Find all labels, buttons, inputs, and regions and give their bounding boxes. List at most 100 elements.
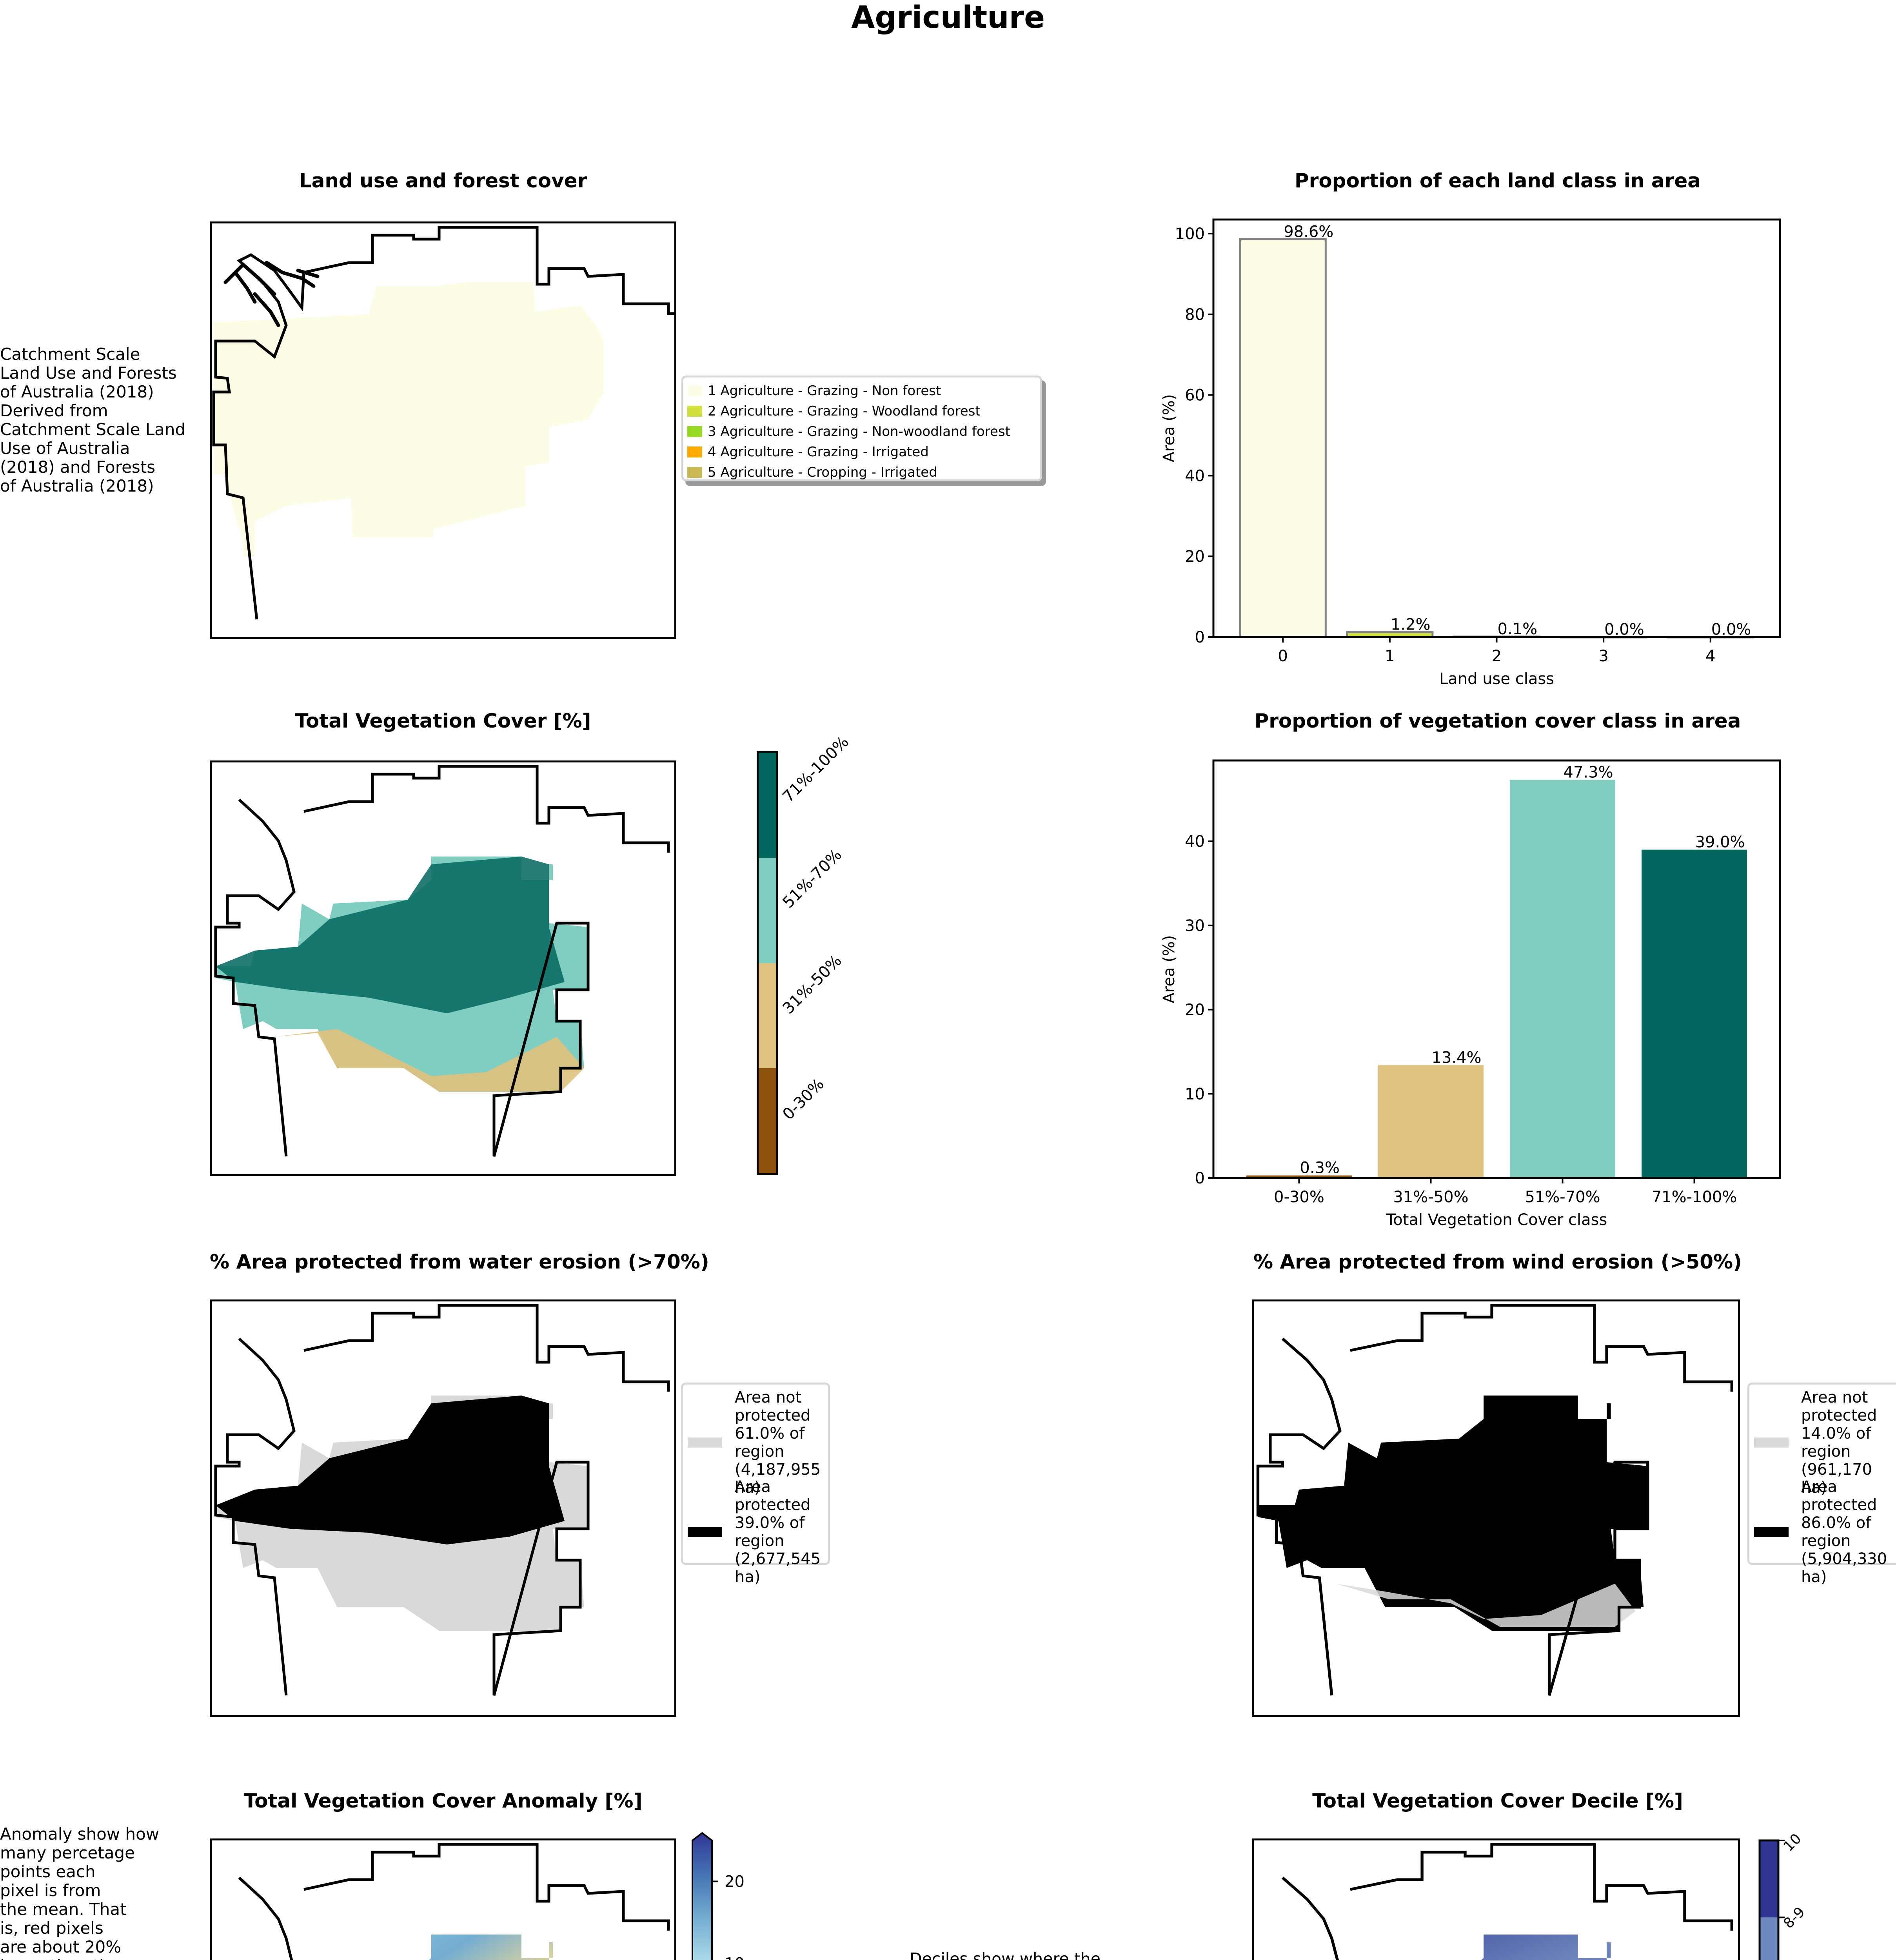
- data-label: 39.0%: [1695, 833, 1745, 851]
- water-erosion-map: [210, 1299, 676, 1717]
- data-label: 0.0%: [1711, 621, 1751, 639]
- anomaly-map: [210, 1838, 676, 1960]
- y-tick-label: 80: [1185, 306, 1205, 324]
- land-use-region-fill: [214, 282, 604, 557]
- anomaly-region-fill: [429, 1935, 553, 1960]
- x-tick-label: 51%-70%: [1525, 1188, 1600, 1206]
- veg-cover-map-canvas: [214, 765, 670, 1157]
- x-tick-label: 31%-50%: [1393, 1188, 1468, 1206]
- protected-fill: [216, 1396, 565, 1544]
- data-label: 0.0%: [1604, 621, 1644, 639]
- legend-label: 3 Agriculture - Grazing - Non-woodland f…: [708, 424, 1011, 439]
- legend-swatch: [688, 1527, 722, 1537]
- decile-map: [1252, 1838, 1740, 1960]
- y-tick-label: 20: [1185, 1001, 1205, 1019]
- data-label: 98.6%: [1284, 223, 1333, 241]
- land-use-map: [210, 221, 706, 639]
- water-erosion-map-title: % Area protected from water erosion (>70…: [210, 1250, 709, 1273]
- veg-cover-map-title: Total Vegetation Cover [%]: [295, 710, 591, 732]
- bar: [1239, 238, 1327, 638]
- veg-cover-map: [210, 760, 676, 1176]
- legend-swatch: [687, 446, 702, 457]
- y-axis-label: Area (%): [1160, 935, 1178, 1004]
- wind-erosion-legend: Area not protected 14.0% of region (961,…: [1747, 1383, 1896, 1586]
- data-label: 0.1%: [1498, 620, 1538, 638]
- bar: [1642, 849, 1747, 1178]
- catchment-boundary: [1256, 1304, 1733, 1696]
- catchment-boundary: [214, 765, 670, 1157]
- colorbar-label: 0-30%: [779, 1075, 828, 1123]
- colorbar-label: 51%-70%: [779, 846, 845, 912]
- legend-item: Area protected 86.0% of region (5,904,33…: [1754, 1478, 1887, 1586]
- coastline: [223, 261, 320, 327]
- colorbar-segment: [759, 753, 776, 858]
- x-tick-label: 2: [1492, 647, 1502, 665]
- legend-label: 4 Agriculture - Grazing - Irrigated: [708, 444, 929, 460]
- catchment-boundary: [238, 1843, 670, 1960]
- data-label: 0.3%: [1300, 1159, 1340, 1177]
- legend-item: 5 Agriculture - Cropping - Irrigated: [687, 465, 937, 480]
- catchment-boundary: [1281, 1843, 1733, 1960]
- veg-sparse-fill: [274, 1029, 584, 1092]
- land-use-side-note: Catchment Scale Land Use and Forests of …: [0, 345, 186, 495]
- colorbar-label: 71%-100%: [779, 733, 852, 806]
- x-tick-label: 0: [1278, 647, 1288, 665]
- y-tick-label: 0: [1195, 628, 1205, 646]
- legend-item: Area not protected 61.0% of region (4,18…: [688, 1388, 821, 1497]
- land-use-legend: 1 Agriculture - Grazing - Non forest 2 A…: [681, 376, 1042, 481]
- x-axis-label: Total Vegetation Cover class: [1386, 1211, 1607, 1229]
- y-tick-label: 60: [1185, 387, 1205, 405]
- protected-fill: [1258, 1396, 1648, 1631]
- land-class-chart-title: Proportion of each land class in area: [1295, 169, 1701, 192]
- x-axis-label: Land use class: [1439, 670, 1554, 688]
- anomaly-side-note: Anomaly show how many percetage points e…: [0, 1824, 160, 1960]
- y-tick-label: 10: [1185, 1085, 1205, 1103]
- legend-label: Area protected 39.0% of region (2,677,54…: [735, 1478, 821, 1586]
- legend-swatch: [688, 1437, 722, 1448]
- anomaly-colorbar: 20100−10−20: [692, 1832, 745, 1960]
- anomaly-map-title: Total Vegetation Cover Anomaly [%]: [243, 1789, 643, 1812]
- x-tick-label: 3: [1598, 647, 1608, 665]
- colorbar-gradient: [692, 1832, 713, 1960]
- land-class-bar-chart: 98.6%01.2%10.1%20.0%30.0%4020406080100La…: [1160, 218, 1781, 688]
- legend-label: Area not protected 14.0% of region (961,…: [1801, 1388, 1877, 1497]
- y-tick-label: 100: [1175, 225, 1205, 243]
- veg-dense-fill: [216, 857, 565, 1013]
- catchment-boundary: [212, 226, 706, 620]
- legend-label: 1 Agriculture - Grazing - Non forest: [708, 383, 941, 399]
- bar: [1378, 1065, 1484, 1178]
- legend-item: 4 Agriculture - Grazing - Irrigated: [687, 444, 929, 460]
- colorbar-segment: [1760, 1840, 1778, 1918]
- veg-class-chart-title: Proportion of vegetation cover class in …: [1254, 710, 1741, 732]
- colorbar-tick-label: 10: [1780, 1831, 1804, 1855]
- legend-swatch: [1754, 1437, 1789, 1448]
- not-protected-fill: [1336, 1584, 1636, 1627]
- legend-swatch: [687, 385, 702, 396]
- colorbar-segment: [759, 858, 776, 963]
- land-use-map-title: Land use and forest cover: [299, 169, 587, 192]
- y-tick-label: 40: [1185, 467, 1205, 485]
- legend-label: 2 Agriculture - Grazing - Woodland fores…: [708, 403, 981, 419]
- legend-swatch: [687, 426, 702, 437]
- colorbar-tick-label: 20: [725, 1873, 745, 1891]
- decile-side-note: Deciles show where the pixel value lies …: [910, 1949, 1101, 1960]
- colorbar-tick-label: 10: [725, 1955, 745, 1960]
- x-tick-label: 71%-100%: [1652, 1188, 1737, 1206]
- land-use-map-canvas: [212, 226, 706, 620]
- colorbar-label: 31%-50%: [779, 951, 845, 1018]
- colorbar-segment: [759, 963, 776, 1068]
- legend-item: 1 Agriculture - Grazing - Non forest: [687, 383, 941, 399]
- legend-label: Area not protected 61.0% of region (4,18…: [735, 1388, 821, 1497]
- legend-item: Area not protected 14.0% of region (961,…: [1754, 1388, 1877, 1497]
- water-erosion-map-canvas: [214, 1304, 670, 1696]
- veg-cover-colorbar: [757, 751, 778, 1175]
- x-tick-label: 0-30%: [1274, 1188, 1324, 1206]
- decile-region-fill: [1481, 1935, 1611, 1960]
- y-tick-label: 40: [1185, 833, 1205, 851]
- y-axis-label: Area (%): [1160, 394, 1178, 463]
- wind-erosion-map-canvas: [1256, 1304, 1733, 1696]
- colorbar-segment: [759, 1068, 776, 1173]
- catchment-boundary: [214, 1304, 670, 1696]
- legend-item: Area protected 39.0% of region (2,677,54…: [688, 1478, 821, 1586]
- legend-item: 3 Agriculture - Grazing - Non-woodland f…: [687, 424, 1010, 439]
